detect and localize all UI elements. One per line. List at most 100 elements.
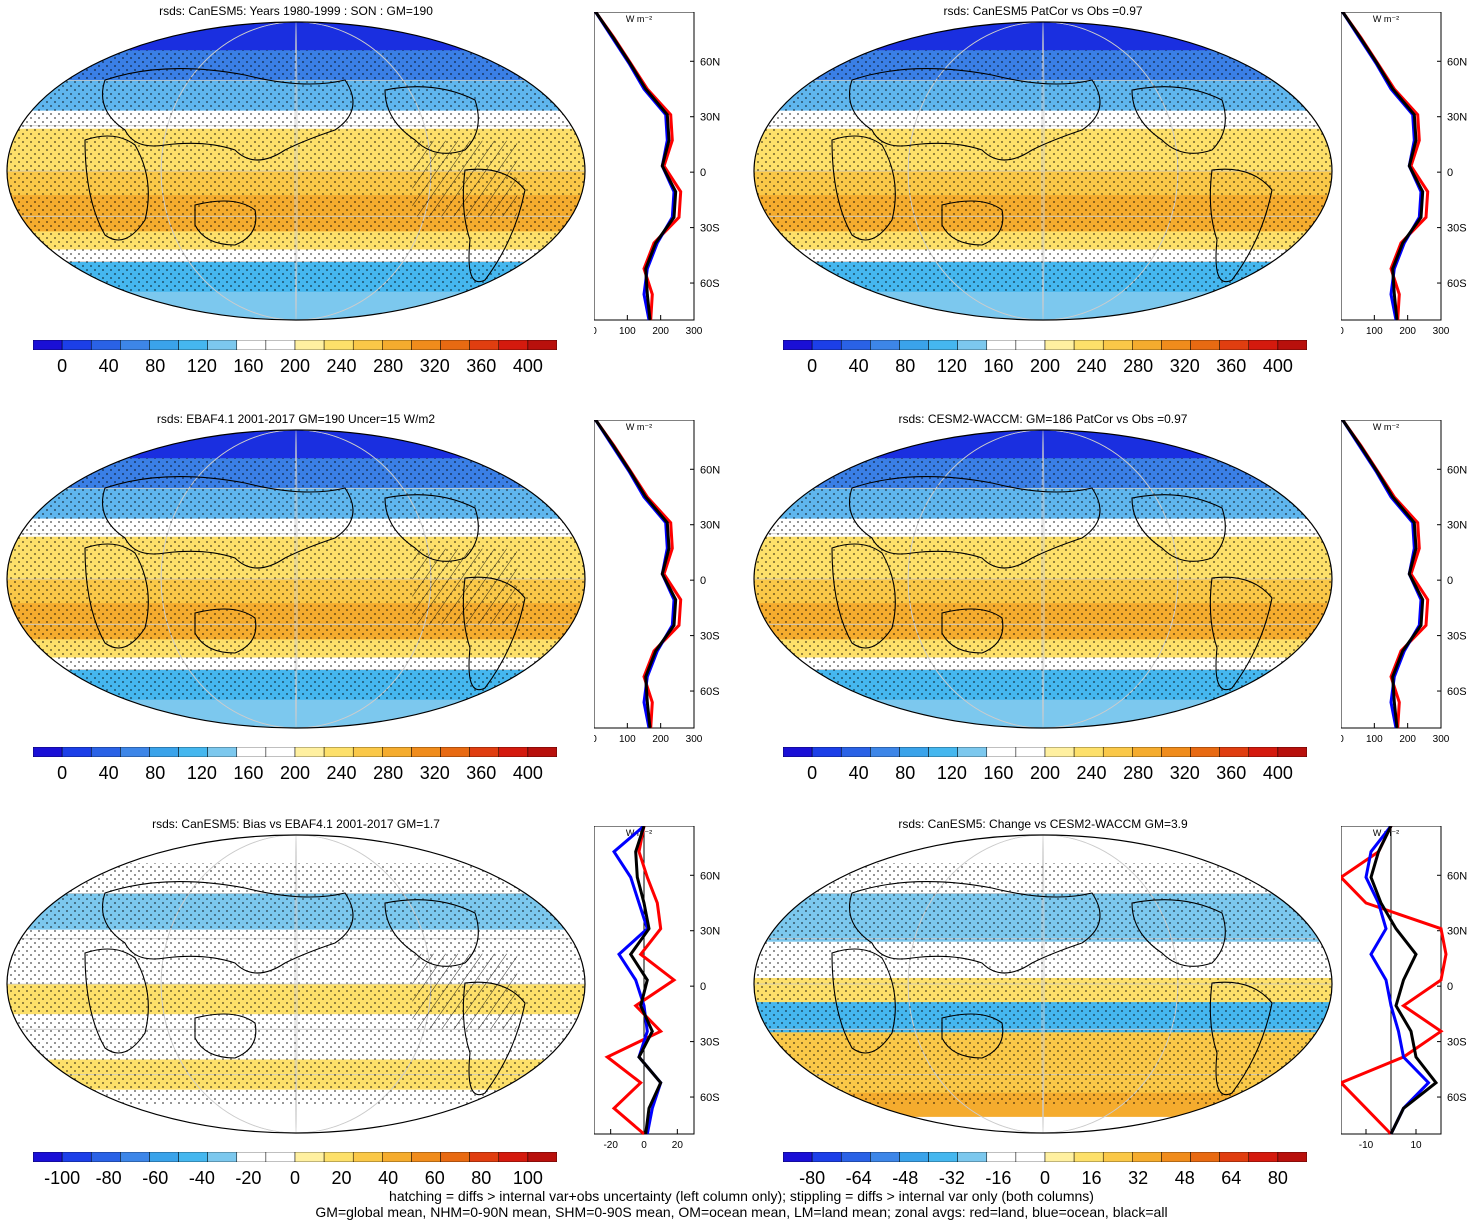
colorbar-label: 64 — [1221, 1168, 1242, 1188]
colorbar-swatch — [840, 747, 871, 757]
colorbar-swatch — [411, 747, 441, 757]
colorbar-swatch — [1073, 1152, 1104, 1162]
colorbar-swatch — [527, 340, 557, 350]
colorbar-label: 120 — [936, 356, 967, 376]
profile-line-land — [1341, 826, 1448, 1136]
colorbar-swatch — [178, 340, 208, 350]
colorbar-swatch — [957, 1152, 988, 1162]
footer-line-1: hatching = diffs > internal var+obs unce… — [389, 1188, 1094, 1204]
colorbar-swatch — [899, 747, 929, 757]
colorbar-swatch — [236, 340, 267, 350]
colorbar-label: 160 — [983, 356, 1014, 376]
world-map — [6, 834, 586, 1134]
profile-lat-label: 60N — [700, 464, 720, 476]
profile-tick-label: 300 — [686, 326, 703, 337]
colorbar-swatch — [469, 747, 500, 757]
colorbar-label: 200 — [1029, 356, 1061, 376]
colorbar-swatch — [33, 1152, 63, 1162]
colorbar-label: 60 — [424, 1168, 445, 1188]
profile-unit: W m⁻² — [626, 828, 652, 838]
colorbar-swatch — [498, 747, 529, 757]
colorbar-label: -80 — [799, 1168, 826, 1188]
colorbar-swatch — [1277, 340, 1307, 350]
colorbar-label: -20 — [235, 1168, 262, 1188]
colorbar-swatch — [61, 1152, 92, 1162]
colorbar-swatch — [149, 340, 179, 350]
colorbar-swatch — [90, 747, 121, 757]
zonal-profile: W m⁻² 60N 30N 0 30S 60S 0 100 200 300 — [1341, 420, 1467, 745]
profile-lat-label: 30N — [700, 926, 720, 938]
colorbar-label: 0 — [807, 763, 818, 783]
colorbar-label: 40 — [848, 356, 869, 376]
colorbar-label: 200 — [279, 763, 311, 783]
profile-unit: W m⁻² — [626, 14, 652, 24]
colorbar-label: 160 — [233, 356, 264, 376]
colorbar-label: 200 — [279, 356, 311, 376]
colorbar-swatch — [265, 1152, 296, 1162]
profile-lat-label: 60S — [1447, 686, 1467, 698]
colorbar-swatch — [986, 747, 1017, 757]
profile-lat-label: 30S — [700, 223, 720, 235]
colorbar-swatch — [811, 340, 842, 350]
colorbar-label: 280 — [373, 763, 404, 783]
colorbar-swatch — [90, 340, 121, 350]
profile-unit: W m⁻² — [1373, 422, 1399, 432]
profile-lat-label: 30S — [1447, 631, 1467, 643]
colorbar-label: 40 — [98, 356, 119, 376]
colorbar-swatch — [236, 1152, 267, 1162]
panel-title: rsds: CESM2-WACCM: GM=186 PatCor vs Obs … — [898, 412, 1188, 426]
profile-tick-label: -10 — [1359, 1140, 1374, 1151]
profile-tick-label: 300 — [1433, 326, 1450, 337]
colorbar-swatch — [149, 747, 179, 757]
colorbar-label: 400 — [1262, 763, 1293, 783]
world-map — [753, 834, 1333, 1134]
profile-lat-label: 30S — [1447, 223, 1467, 235]
colorbar-swatch — [1277, 747, 1307, 757]
profile-line-all — [1369, 826, 1439, 1135]
colorbar-label: 360 — [466, 356, 497, 376]
profile-tick-label: 200 — [652, 326, 669, 337]
colorbar-label: 0 — [57, 763, 68, 783]
colorbar-label: 280 — [373, 356, 404, 376]
colorbar-label: 0 — [289, 1168, 301, 1188]
colorbar-label: 120 — [186, 356, 217, 376]
colorbar-swatch — [811, 747, 842, 757]
colorbar-swatch — [1073, 747, 1104, 757]
colorbar-swatch — [1219, 747, 1250, 757]
profile-line-land — [1341, 420, 1430, 729]
colorbar-label: 80 — [471, 1168, 492, 1188]
colorbar-label: 40 — [378, 1168, 399, 1188]
colorbar — [783, 1152, 1307, 1162]
colorbar-label: 0 — [807, 356, 818, 376]
colorbar-swatch — [265, 747, 296, 757]
panel-title: rsds: CanESM5: Change vs CESM2-WACCM GM=… — [898, 817, 1188, 831]
profile-unit: W m⁻² — [626, 422, 652, 432]
colorbar-label: 320 — [419, 356, 450, 376]
colorbar-label: 200 — [1029, 763, 1061, 783]
colorbar-label: 0 — [1039, 1168, 1051, 1188]
colorbar-swatch — [928, 747, 958, 757]
colorbar-label: 16 — [1081, 1168, 1102, 1188]
profile-lat-label: 60N — [1447, 56, 1467, 68]
colorbar-swatch — [90, 1152, 121, 1162]
profile-line-land — [594, 420, 683, 729]
colorbar-swatch — [928, 340, 958, 350]
colorbar-swatch — [1132, 1152, 1162, 1162]
colorbar-swatch — [33, 340, 63, 350]
colorbar-swatch — [294, 1152, 325, 1162]
profile-lat-label: 30N — [1447, 112, 1467, 124]
colorbar-swatch — [870, 747, 900, 757]
colorbar-swatch — [120, 1152, 150, 1162]
colorbar-label: -100 — [44, 1168, 81, 1188]
colorbar-label: 80 — [145, 356, 166, 376]
colorbar-swatch — [986, 340, 1017, 350]
colorbar-label: 320 — [1169, 356, 1200, 376]
profile-tick-label: 300 — [686, 734, 703, 745]
colorbar-swatch — [1102, 340, 1133, 350]
colorbar-swatch — [1044, 340, 1075, 350]
profile-line-all — [628, 826, 663, 1135]
colorbar-swatch — [1190, 1152, 1220, 1162]
world-map — [6, 429, 586, 729]
colorbar-swatch — [61, 340, 92, 350]
